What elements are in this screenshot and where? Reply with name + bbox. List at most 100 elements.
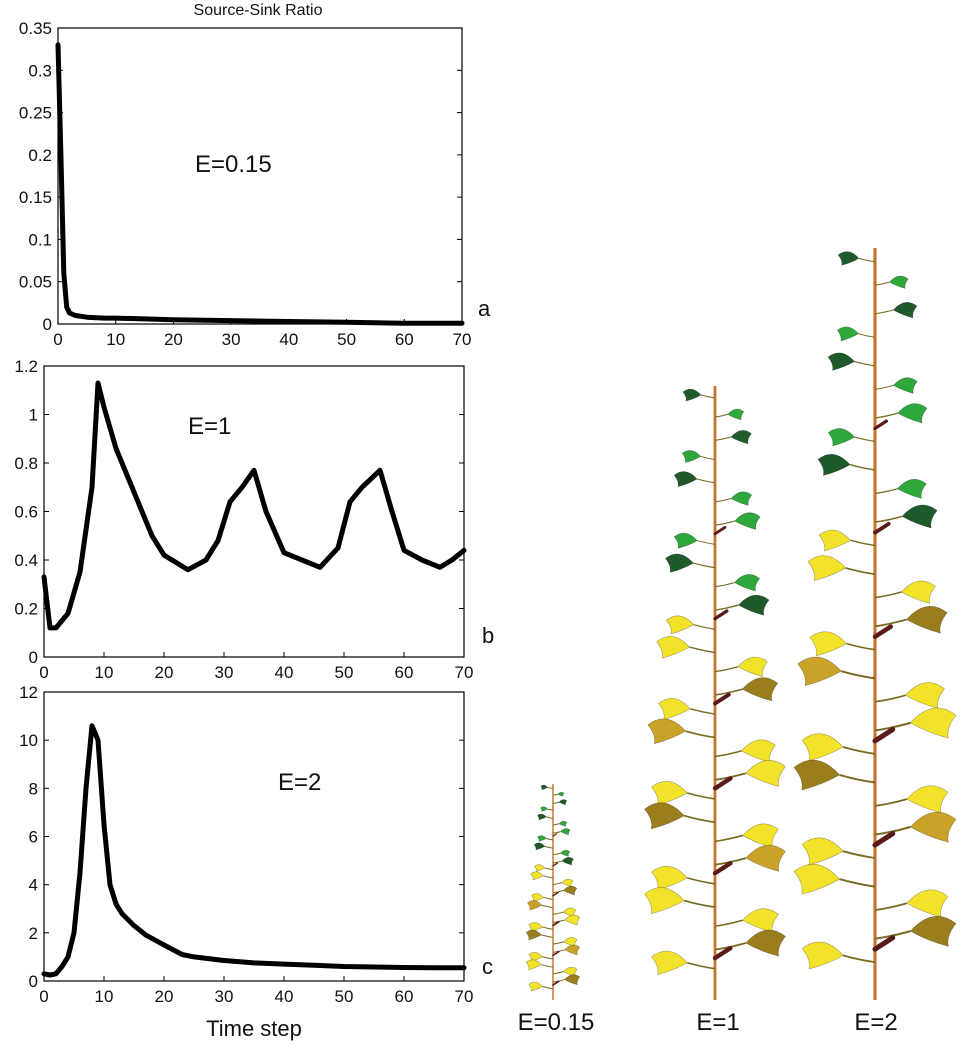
panel-b-y-tick-label: 0.2: [14, 600, 38, 619]
leaf: [904, 682, 945, 709]
leaf: [734, 512, 761, 530]
leaf: [730, 430, 752, 445]
leaf: [564, 914, 581, 926]
leaf: [651, 781, 688, 806]
panel-c-y-tick-label: 10: [19, 731, 38, 750]
panel-c-x-tick-label: 50: [335, 987, 354, 1006]
panel-b-x-ticks: 0 10 20 30 40 50 60 70: [39, 652, 473, 682]
plant-small: [525, 784, 581, 1000]
leaf-petiole: [683, 899, 716, 909]
leaf: [651, 950, 688, 976]
leaf-petiole: [839, 878, 876, 888]
leaf-petiole: [714, 834, 743, 843]
leaf-petiole: [874, 798, 908, 807]
leaf: [737, 656, 768, 677]
plant-label-large: E=2: [854, 1009, 897, 1036]
leaf: [562, 907, 577, 917]
panel-b-x-tick-label: 50: [335, 663, 354, 682]
leaf: [563, 966, 578, 977]
panel-a-x-tick-label: 10: [106, 330, 125, 349]
leaf-petiole: [542, 986, 554, 990]
leaf: [651, 865, 688, 891]
leaf-petiole: [714, 688, 743, 696]
panel-a-x-tick-label: 60: [395, 330, 414, 349]
leaf: [658, 698, 691, 720]
panel-a-x-tick-label: 0: [53, 330, 62, 349]
panel-c-y-tick-label: 2: [29, 924, 38, 943]
leaf: [540, 784, 549, 791]
panel-b-x-tick-label: 20: [155, 663, 174, 682]
leaf-petiole: [840, 670, 876, 680]
leaf: [734, 574, 761, 592]
leaf: [644, 887, 685, 915]
leaf-petiole: [849, 464, 876, 471]
leaf: [561, 857, 574, 866]
leaf: [563, 937, 578, 947]
leaf: [892, 301, 918, 319]
fruit: [552, 891, 559, 897]
leaf: [889, 275, 909, 289]
leaf: [540, 806, 549, 812]
leaf: [644, 802, 685, 830]
leaf-petiole: [858, 333, 876, 338]
leaf-petiole: [542, 956, 554, 960]
leaf-petiole: [552, 801, 560, 804]
leaf: [530, 871, 544, 881]
leaf-petiole: [693, 562, 716, 569]
leaf: [909, 707, 957, 739]
leaf-petiole: [874, 618, 907, 628]
leaf: [564, 944, 581, 956]
leaf-petiole: [874, 591, 902, 599]
leaf: [537, 813, 547, 821]
leaf-petiole: [547, 808, 554, 811]
leaf-petiole: [874, 488, 898, 495]
leaf: [727, 408, 745, 421]
leaf-petiole: [547, 786, 554, 790]
panel-a-y-ticks: 0 0.05 0.1 0.15 0.2 0.25 0.3 0.35: [19, 19, 462, 334]
leaf: [906, 606, 948, 634]
panel-c-frame: [43, 691, 465, 982]
fruit: [552, 862, 559, 867]
panel-b-y-tick-label: 0.8: [14, 454, 38, 473]
leaf: [827, 352, 855, 371]
leaf-petiole: [714, 666, 739, 673]
leaf: [564, 974, 581, 985]
panel-c-x-tick-label: 0: [39, 987, 48, 1006]
leaf: [681, 450, 702, 464]
leaf: [682, 388, 702, 402]
fruit: [712, 861, 733, 876]
fruit: [872, 935, 896, 952]
panel-a-y-tick-label: 0.3: [28, 61, 52, 80]
fruit: [552, 920, 560, 927]
leaf: [738, 594, 770, 616]
panel-a-annotation: E=0.15: [195, 151, 272, 178]
leaf: [809, 631, 848, 657]
plant-label-small: E=0.15: [518, 1009, 595, 1036]
leaf: [740, 739, 776, 763]
leaf-petiole: [845, 567, 876, 576]
panel-c-letter: c: [482, 954, 493, 979]
leaf-petiole: [874, 309, 894, 315]
panel-c-annotation: E=2: [278, 769, 321, 796]
panel-a-letter: a: [478, 296, 491, 321]
leaf-petiole: [687, 961, 716, 970]
fruit: [552, 950, 560, 957]
leaf: [837, 251, 860, 266]
panel-b-annotation: E=1: [188, 413, 231, 440]
leaf: [534, 864, 546, 872]
fruit: [872, 726, 896, 744]
leaf: [533, 842, 546, 851]
panel-b-y-tick-label: 0.6: [14, 503, 38, 522]
leaf-petiole: [854, 360, 876, 367]
panel-b-y-tick-label: 1: [29, 406, 38, 425]
fruit: [552, 980, 560, 986]
panel-c-x-tick-label: 30: [215, 987, 234, 1006]
leaf-petiole: [544, 867, 554, 871]
leaf-petiole: [552, 793, 558, 796]
leaf-petiole: [697, 478, 716, 484]
panel-a-x-ticks: 0 10 20 30 40 50 60 70: [53, 319, 471, 349]
panel-b-y-ticks: 0 0.2 0.4 0.6 0.8 1 1.2: [14, 357, 464, 667]
leaf-petiole: [700, 455, 716, 461]
leaf: [801, 733, 844, 762]
leaf-petiole: [846, 642, 876, 651]
